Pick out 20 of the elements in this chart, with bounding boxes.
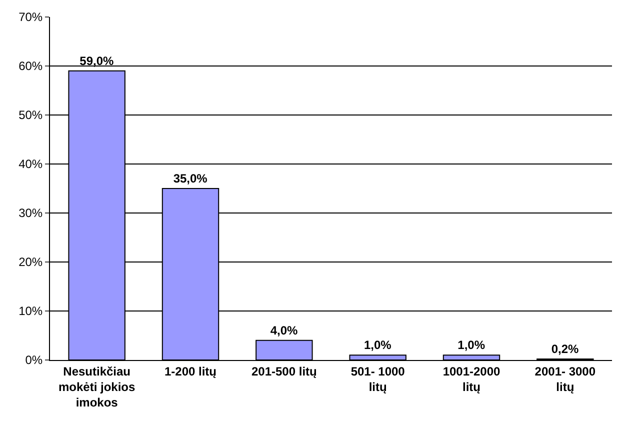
y-tick-label: 70% (18, 10, 43, 24)
y-tick-label: 10% (18, 304, 43, 318)
x-tick-label: 2001- 3000 litų (534, 364, 596, 394)
data-label: 59,0% (80, 54, 114, 68)
y-tick-label: 20% (18, 255, 43, 270)
y-tick-label: 40% (18, 157, 43, 172)
x-tick-label: Nesutikčiau mokėti jokios imokos (58, 364, 136, 410)
y-tick-label: 60% (18, 59, 43, 74)
data-label: 0,2% (551, 342, 580, 356)
data-label: 35,0% (173, 172, 208, 186)
x-tick-label: 201-500 litų (251, 364, 317, 378)
data-label: 4,0% (270, 323, 298, 338)
x-tick-label: 1-200 litų (164, 364, 217, 378)
x-tick-label: 501- 1000 litų (350, 364, 406, 394)
data-label: 1,0% (458, 338, 486, 352)
y-tick-label: 0% (25, 353, 43, 368)
y-tick-label: 50% (18, 108, 43, 122)
x-tick-label: 1001-2000 litų (442, 364, 501, 394)
data-label: 1,0% (364, 338, 392, 352)
y-tick-label: 30% (18, 206, 43, 220)
